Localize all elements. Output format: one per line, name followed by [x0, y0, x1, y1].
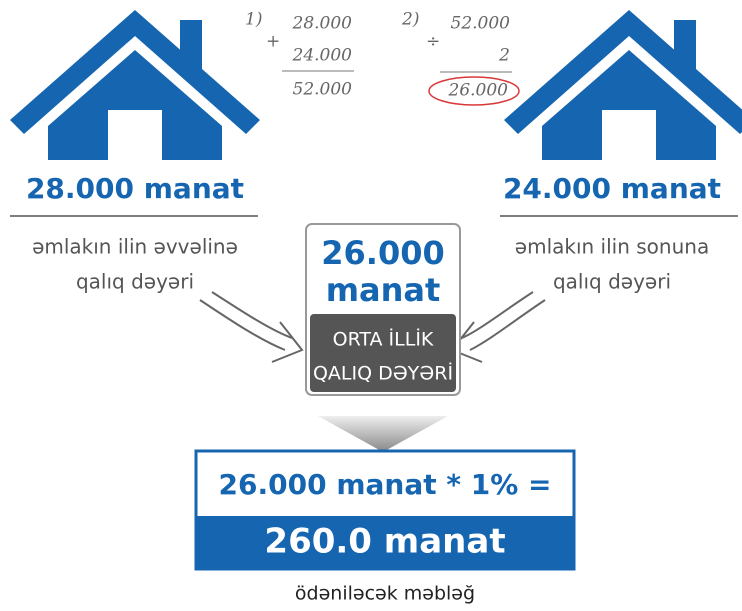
highlight [428, 76, 520, 106]
result: 26.000 [448, 81, 509, 101]
house-icon-left [10, 10, 260, 160]
average-label-band [310, 314, 456, 392]
calculation: 1) + 28.000 24.000 52.000 2) ÷ 52.000 2 … [245, 10, 520, 106]
formula: 26.000 manat * 1% = [219, 468, 552, 501]
average-unit: manat [326, 271, 441, 309]
result-value: 260.0 manat [264, 522, 505, 562]
end-caption: əmlakın ilin sonuna [515, 235, 709, 259]
result-band [196, 516, 574, 569]
operand: 28.000 [292, 14, 353, 34]
operand: 2 [498, 46, 510, 66]
result: 52.000 [293, 80, 353, 100]
end-caption: qalıq dəyəri [553, 270, 671, 294]
operator: ÷ [426, 32, 440, 52]
down-arrow [318, 416, 448, 452]
operator: + [266, 32, 280, 52]
result-caption: ödəniləcək məbləğ [295, 583, 475, 605]
arrow-right [450, 291, 546, 363]
average-value: 26.000 [321, 234, 444, 272]
average-label: ORTA İLLİK [333, 328, 434, 351]
start-caption: əmlakın ilin əvvəlinə [32, 235, 238, 259]
start-caption: qalıq dəyəri [76, 270, 194, 294]
step-label: 1) [245, 10, 262, 30]
operand: 24.000 [292, 46, 353, 66]
house-icon-right [504, 10, 742, 160]
start-value: 28.000 manat [26, 172, 244, 205]
average-label: QALIQ DƏYƏRİ [313, 362, 453, 385]
step-label: 2) [401, 10, 419, 30]
arrow-left [199, 291, 304, 363]
operand: 52.000 [451, 14, 511, 34]
end-value: 24.000 manat [503, 172, 721, 205]
